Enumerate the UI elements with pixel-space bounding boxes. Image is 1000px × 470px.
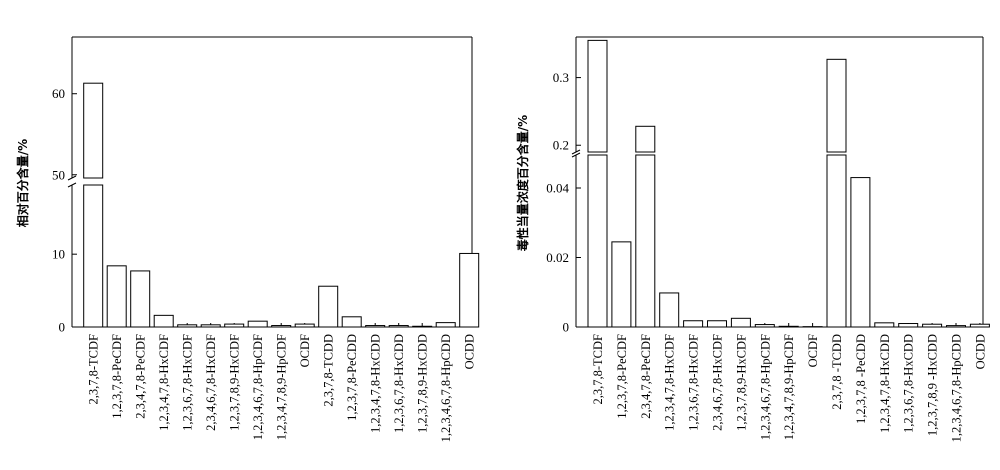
x-tick-label: 2,3,7,8-TCDF (87, 334, 101, 405)
y-tick-label: 0 (59, 320, 66, 335)
bar-upper-segment (826, 58, 847, 153)
x-tick-label: 1,2,3,7,8-PeCDD (345, 334, 359, 421)
axis-break-mark (571, 152, 581, 158)
bar (683, 320, 704, 328)
bar (271, 325, 292, 328)
bar-lower-segment (635, 154, 656, 328)
x-tick-label: 1,2,3,7,8,9-HxCDF (734, 334, 748, 431)
x-tick-label: 1,2,3,4,6,7,8-HpCDD (950, 334, 964, 442)
y-tick-label: 50 (52, 167, 65, 182)
x-tick-label: 1,2,3,4,7,8-HxCDF (663, 334, 677, 431)
x-tick-label: OCDF (806, 334, 820, 367)
bar-lower-segment (587, 154, 608, 328)
bar (659, 292, 680, 328)
bar (365, 325, 386, 328)
bar (106, 265, 127, 328)
bar-upper-segment (587, 39, 608, 153)
x-tick-label: 1,2,3,4,6,7,8-HpCDD (439, 334, 453, 442)
x-tick-label: 1,2,3,7,8,9-HxCDF (228, 334, 242, 431)
y-tick-label: 60 (52, 86, 65, 101)
bar (922, 323, 943, 328)
bar (412, 325, 433, 328)
bar (318, 285, 339, 328)
axis-break-mark (571, 149, 581, 155)
chart-teq-content: 毒性当量浓度百分含量/% 0 0.02 0.04 0.2 0.3 2,3,7,8-TCDF… (515, 36, 990, 442)
x-tick-label: 1,2,3,4,7,8,9-HpCDF (782, 334, 796, 440)
bar-upper-segment (83, 82, 104, 179)
bar (294, 323, 315, 328)
bar (224, 323, 245, 328)
bar-upper-segment (635, 125, 656, 153)
bar (341, 316, 362, 328)
x-tick-label: 1,2,3,7,8,9-HxCDD (416, 334, 430, 433)
x-tick-label: 1,2,3,7,8-PeCDF (615, 334, 629, 419)
bar-lower-segment (826, 154, 847, 328)
x-tick-label: OCDD (973, 334, 987, 369)
bar (850, 177, 871, 328)
x-tick-label: 1,2,3,4,6,7,8-HpCDF (758, 334, 772, 440)
x-tick-label: 2,3,4,6,7,8-HxCDF (711, 334, 725, 431)
bar (754, 324, 775, 328)
y-tick-label: 0 (563, 320, 570, 335)
x-tick-label: 1,2,3,4,7,8-HxCDF (157, 334, 171, 431)
x-tick-label: 2,3,7,8-TCDD (322, 334, 336, 407)
x-tick-label: 1,2,3,4,7,8-HxCDD (369, 334, 383, 433)
bars (587, 39, 990, 328)
axes: 0 0.02 0.04 0.2 0.3 2,3,7,8-TCDF 1,2,3,7,8-PeC… (546, 36, 987, 442)
x-tick-label: 2,3,4,6,7,8-HxCDF (204, 334, 218, 431)
bar (778, 325, 799, 328)
y-tick-label: 10 (52, 247, 65, 262)
axis-break-mark (67, 175, 77, 181)
x-tick-label: 1,2,3,6,7,8-HxCDF (687, 334, 701, 431)
x-tick-label: 1,2,3,7,8-PeCDF (110, 334, 124, 419)
bar (200, 324, 221, 328)
x-tick-label: 1,2,3,6,7,8-HxCDD (902, 334, 916, 433)
x-tick-label: 1,2,3,4,6,7,8-HpCDF (251, 334, 265, 440)
bar (153, 314, 174, 328)
bar (969, 323, 990, 328)
chart-relative-content: 相对百分含量/% 0 10 50 60 2,3,7,8-TCDF 1,2,3,7,8-Pe… (15, 36, 480, 442)
x-tick-label: OCDD (463, 334, 477, 369)
y-axis-title: 相对百分含量/% (15, 139, 30, 227)
bar (946, 325, 966, 328)
x-tick-label: 2,3,7,8 -TCDD (830, 334, 844, 410)
x-tick-label: 1,2,3,7,8,9 -HxCDD (926, 334, 940, 436)
bar-lower-segment (83, 184, 104, 328)
bar (435, 322, 456, 328)
x-tick-label: 1,2,3,6,7,8-HxCDF (181, 334, 195, 431)
x-tick-label: 2,3,7,8-TCDF (591, 334, 605, 405)
x-tick-label: 1,2,3,6,7,8-HxCDD (392, 334, 406, 433)
bar (388, 325, 409, 328)
bar (459, 252, 480, 328)
bar (177, 324, 198, 328)
bar (611, 241, 632, 328)
x-tick-label: 2,3,4,7,8-PeCDF (134, 334, 148, 419)
axes: 0 10 50 60 2,3,7,8-TCDF 1,2,3,7,8-PeCDF 2,3,4,… (52, 36, 477, 442)
bar (898, 323, 919, 328)
y-tick-label: 0.3 (553, 70, 569, 85)
x-tick-label: OCDF (298, 334, 312, 367)
bar (730, 317, 751, 328)
bar (130, 270, 151, 328)
bars (83, 82, 480, 328)
x-tick-label: 1,2,3,4,7,8,9-HpCDF (275, 334, 289, 440)
x-tick-label: 2,3,4,7,8-PeCDF (639, 334, 653, 419)
bar (874, 322, 895, 328)
x-tick-label: 1,2,3,4,7,8-HxCDD (878, 334, 892, 433)
y-tick-label: 0.2 (553, 138, 569, 153)
axis-break-mark (67, 182, 77, 188)
y-tick-label: 0.02 (546, 250, 569, 265)
y-axis-title: 毒性当量浓度百分含量/% (515, 115, 530, 251)
bar (707, 320, 727, 328)
y-tick-label: 0.04 (546, 181, 569, 196)
x-tick-label: 1,2,3,7,8 -PeCDD (854, 334, 868, 424)
bar (247, 320, 268, 328)
